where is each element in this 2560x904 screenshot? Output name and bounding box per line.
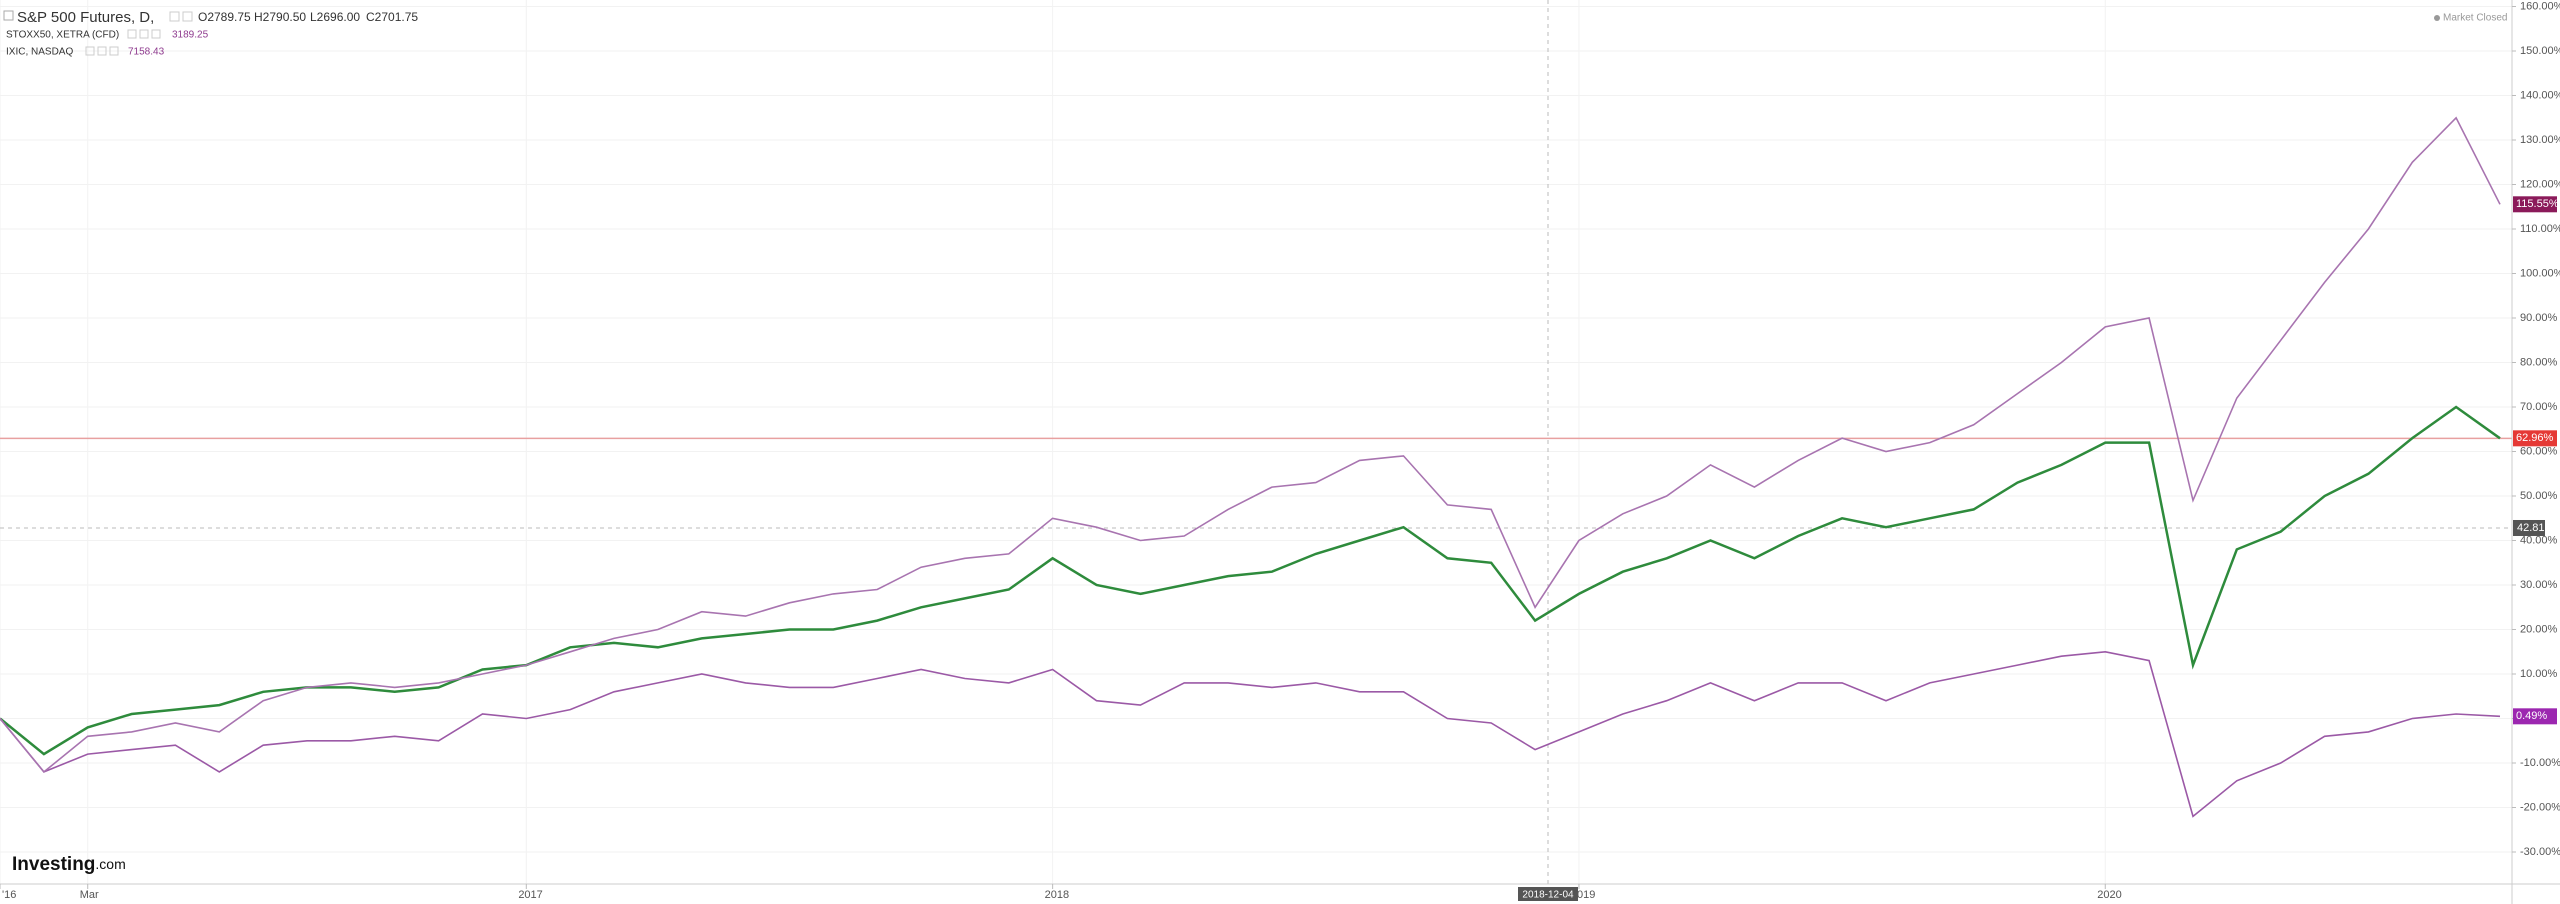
status-dot	[2434, 15, 2440, 21]
series-line	[0, 116, 2501, 774]
legend: S&P 500 Futures, D, O2789.75 H2790.50 L2…	[3, 9, 2507, 875]
legend-icon	[127, 29, 137, 39]
y-tick-label: 90.00%	[2520, 312, 2558, 324]
legend-item-value: 3189.25	[172, 30, 209, 41]
brand-name: Investing	[12, 854, 95, 875]
y-tick-label: 160.00%	[2520, 0, 2560, 12]
value-label: 62.96%	[2516, 432, 2554, 444]
y-tick-label: 70.00%	[2520, 401, 2558, 413]
market-status: Market Closed	[2443, 13, 2507, 24]
value-label-box	[2513, 430, 2557, 447]
legend-icon	[109, 46, 119, 56]
y-tick-label: 30.00%	[2520, 579, 2558, 591]
crosshair-value: 42.81	[2517, 522, 2545, 534]
y-tick-label: 110.00%	[2520, 223, 2560, 235]
y-tick-label: 80.00%	[2520, 356, 2558, 368]
legend-icon	[3, 10, 14, 21]
legend-low: L2696.00	[310, 10, 360, 24]
legend-item-name: IXIC, NASDAQ	[6, 47, 73, 58]
legend-icon	[182, 11, 193, 22]
y-tick-label: 40.00%	[2520, 534, 2558, 546]
crosshair-value-box	[2513, 519, 2545, 536]
y-tick-label: -30.00%	[2520, 846, 2560, 858]
y-tick-label: 120.00%	[2520, 178, 2560, 190]
x-tick-label: '16	[2, 889, 16, 901]
y-tick-label: 150.00%	[2520, 45, 2560, 57]
brand-suffix: .com	[95, 856, 125, 872]
y-tick-label: 60.00%	[2520, 445, 2558, 457]
value-label-box	[2513, 196, 2557, 213]
y-tick-label: 130.00%	[2520, 134, 2560, 146]
legend-icon	[139, 29, 149, 39]
y-tick-label: 10.00%	[2520, 668, 2558, 680]
plot	[0, 116, 2501, 818]
legend-open: O2789.75	[198, 10, 251, 24]
y-tick-label: -20.00%	[2520, 801, 2560, 813]
x-tick-label: 2017	[518, 889, 542, 901]
y-tick-label: 20.00%	[2520, 623, 2558, 635]
brand: Investing.com	[12, 854, 126, 875]
x-tick-label: 2018	[1045, 889, 1069, 901]
legend-item-value: 7158.43	[128, 47, 165, 58]
legend-icon	[169, 11, 180, 22]
y-tick-label: 50.00%	[2520, 490, 2558, 502]
legend-main-name: S&P 500 Futures, D,	[17, 9, 154, 26]
crosshair-date-box	[1518, 887, 1578, 901]
series-line	[0, 405, 2501, 756]
value-label-box	[2513, 708, 2557, 725]
crosshair-date: 2018-12-04	[1522, 890, 1574, 901]
x-tick-label: 2020	[2097, 889, 2121, 901]
legend-icon	[151, 29, 161, 39]
grid	[0, 0, 2512, 884]
legend-icon	[97, 46, 107, 56]
y-tick-label: 100.00%	[2520, 267, 2560, 279]
legend-icon	[85, 46, 95, 56]
y-tick-label: -10.00%	[2520, 757, 2560, 769]
legend-item-name: STOXX50, XETRA (CFD)	[6, 30, 119, 41]
value-label: 0.49%	[2516, 710, 2547, 722]
legend-close: C2701.75	[366, 10, 418, 24]
series-line	[0, 650, 2501, 818]
legend-high: H2790.50	[254, 10, 306, 24]
value-label: 115.55%	[2516, 198, 2559, 210]
y-tick-label: 140.00%	[2520, 89, 2560, 101]
x-tick-label: Mar	[80, 889, 99, 901]
